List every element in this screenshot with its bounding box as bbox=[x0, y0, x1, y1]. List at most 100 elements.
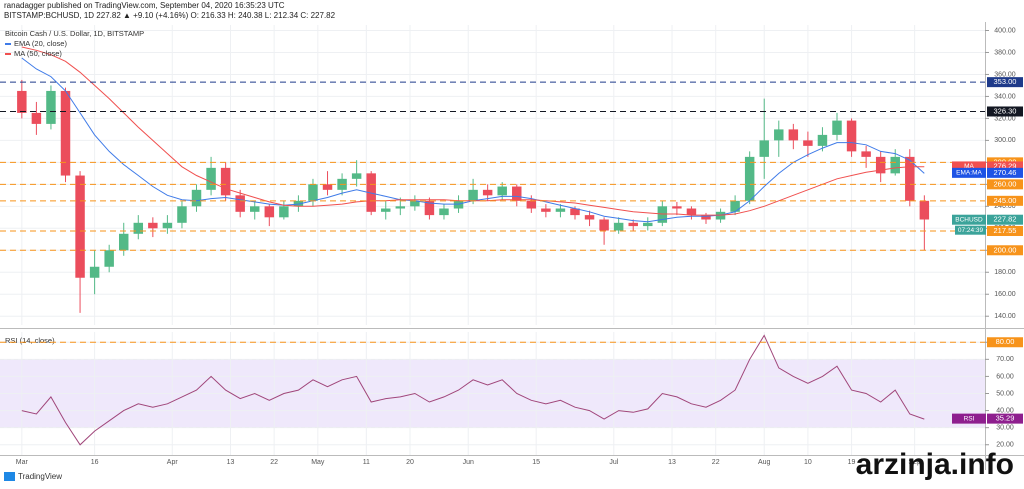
candle-body bbox=[439, 208, 449, 216]
axis-value-label: 270.46 bbox=[994, 168, 1017, 177]
legend-entry: MA (50, close) bbox=[14, 49, 62, 58]
y-tick-label: 20.00 bbox=[996, 442, 1014, 449]
axis-value-box bbox=[987, 214, 1023, 225]
y-tick-label: 60.00 bbox=[996, 373, 1014, 380]
candle-body bbox=[803, 140, 813, 146]
candle-body bbox=[351, 173, 362, 179]
candle-body bbox=[220, 167, 231, 196]
watermark: arzinja.info bbox=[856, 448, 1014, 481]
candle-body bbox=[497, 186, 507, 196]
axis-value-label: 245.00 bbox=[994, 196, 1017, 205]
axis-value-box bbox=[987, 195, 1023, 206]
candle-body bbox=[526, 200, 537, 209]
candle-body bbox=[322, 184, 333, 190]
publish-line: ranadagger published on TradingView.com,… bbox=[4, 1, 285, 10]
x-tick-label: 15 bbox=[532, 459, 540, 466]
candle-body bbox=[17, 90, 27, 113]
candle-body bbox=[381, 208, 391, 212]
x-tick-label: 19 bbox=[848, 459, 856, 466]
candle-body bbox=[919, 200, 930, 220]
label-name-box bbox=[952, 214, 986, 225]
footer-brand: TradingView bbox=[18, 472, 62, 481]
pane-title: Bitcoin Cash / U.S. Dollar, 1D, BITSTAMP bbox=[5, 29, 144, 38]
candle-body bbox=[643, 222, 653, 227]
candle-body bbox=[250, 206, 260, 212]
y-tick-label: 70.00 bbox=[996, 356, 1014, 363]
candle-body bbox=[788, 129, 799, 141]
pane-title: RSI (14, close) bbox=[5, 336, 55, 345]
candle-body bbox=[541, 208, 551, 212]
axis-value-label: 353.00 bbox=[994, 77, 1017, 86]
axis-value-label: 200.00 bbox=[994, 245, 1017, 254]
candle-body bbox=[701, 215, 711, 220]
candle-body bbox=[482, 189, 493, 196]
x-tick-label: 10 bbox=[804, 459, 812, 466]
candle-body bbox=[730, 200, 740, 212]
axis-value-box bbox=[987, 245, 1023, 256]
axis-value-box bbox=[987, 337, 1023, 348]
candle-body bbox=[817, 134, 828, 146]
candle-body bbox=[133, 222, 144, 234]
candle-body bbox=[613, 222, 624, 231]
y-tick-label: 320.00 bbox=[994, 115, 1016, 122]
candle-body bbox=[657, 206, 668, 223]
x-tick-label: Apr bbox=[167, 459, 179, 466]
candle-body bbox=[570, 208, 580, 216]
candle-body bbox=[468, 189, 478, 201]
axis-value-label: 227.82 bbox=[994, 215, 1017, 224]
candle-body bbox=[512, 186, 522, 201]
candle-body bbox=[162, 222, 173, 229]
x-tick-label: May bbox=[311, 459, 325, 466]
candle-body bbox=[177, 206, 187, 223]
candle-body bbox=[744, 156, 755, 201]
label-name: BCHUSD bbox=[955, 216, 983, 223]
candle-body bbox=[861, 151, 871, 157]
candle-body bbox=[279, 206, 289, 218]
countdown: 07:24:39 bbox=[958, 227, 984, 234]
axis-value-box bbox=[987, 179, 1023, 190]
y-tick-label: 380.00 bbox=[994, 49, 1016, 56]
candle-body bbox=[395, 206, 406, 209]
axis-value-label: 260.00 bbox=[994, 179, 1017, 188]
y-tick-label: 400.00 bbox=[994, 27, 1016, 34]
label-name-box bbox=[952, 161, 986, 172]
candle-body bbox=[46, 90, 56, 124]
candle-body bbox=[672, 206, 682, 209]
axis-value-label: 35.29 bbox=[996, 414, 1015, 423]
countdown-box bbox=[955, 225, 986, 235]
y-tick-label: 160.00 bbox=[994, 291, 1016, 298]
x-tick-label: 22 bbox=[712, 459, 720, 466]
candle-body bbox=[264, 206, 275, 218]
candle-body bbox=[75, 175, 85, 278]
axis-value-label: 80.00 bbox=[996, 337, 1015, 346]
x-tick-label: Jul bbox=[609, 459, 618, 466]
x-tick-label: 16 bbox=[91, 459, 99, 466]
y-tick-label: 340.00 bbox=[994, 93, 1016, 100]
x-tick-label: Sep bbox=[908, 459, 921, 466]
axis-value-box bbox=[987, 225, 1023, 236]
candle-body bbox=[905, 156, 915, 201]
candle-body bbox=[366, 173, 376, 212]
y-tick-label: 300.00 bbox=[994, 137, 1016, 144]
candle-body bbox=[555, 208, 566, 212]
axis-value-box bbox=[987, 77, 1023, 88]
axis-value-box bbox=[987, 106, 1023, 117]
label-name-box bbox=[952, 413, 986, 424]
label-name: EMA:MA bbox=[956, 170, 982, 177]
y-tick-label: 360.00 bbox=[994, 71, 1016, 78]
candle-body bbox=[293, 200, 304, 207]
candle-body bbox=[584, 215, 595, 220]
candle-body bbox=[846, 120, 857, 152]
axis-value-box bbox=[987, 167, 1023, 178]
y-tick-label: 40.00 bbox=[996, 407, 1014, 414]
symbol-line: BITSTAMP:BCHUSD, 1D 227.82 ▲ +9.10 (+4.1… bbox=[4, 11, 336, 20]
y-tick-label: 140.00 bbox=[994, 313, 1016, 320]
x-tick-label: Mar bbox=[16, 459, 29, 466]
footer-logo bbox=[4, 472, 15, 481]
x-tick-label: 22 bbox=[270, 459, 278, 466]
legend-entry: EMA (20, close) bbox=[14, 39, 67, 48]
x-tick-label: 13 bbox=[668, 459, 676, 466]
label-name-box bbox=[952, 167, 986, 178]
candle-body bbox=[453, 200, 464, 209]
